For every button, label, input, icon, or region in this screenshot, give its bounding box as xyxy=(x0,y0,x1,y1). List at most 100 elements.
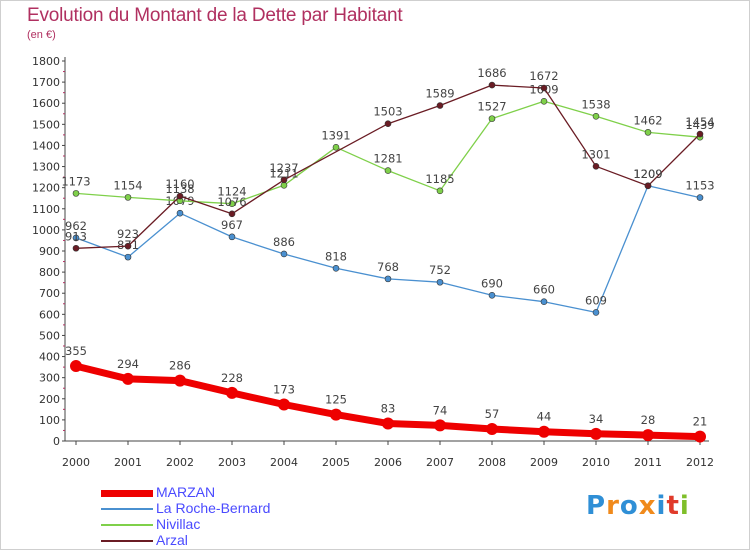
data-point xyxy=(174,374,186,387)
data-label: 923 xyxy=(117,227,139,241)
x-tick-label: 2002 xyxy=(166,456,194,469)
data-label: 355 xyxy=(65,344,87,358)
data-point xyxy=(592,309,600,316)
data-point xyxy=(228,200,236,208)
data-point xyxy=(70,360,82,373)
data-label: 818 xyxy=(325,249,347,263)
data-point xyxy=(540,84,548,92)
data-label: 1462 xyxy=(633,113,662,127)
data-point xyxy=(332,144,340,151)
data-point xyxy=(382,417,394,430)
data-point xyxy=(488,81,496,89)
x-tick-label: 2000 xyxy=(62,456,90,469)
x-tick-label: 2008 xyxy=(478,456,506,469)
y-tick-label: 1800 xyxy=(32,55,60,68)
data-label: 1138 xyxy=(165,182,194,196)
x-tick-label: 2006 xyxy=(374,456,402,469)
data-label: 57 xyxy=(485,407,500,421)
data-label: 1589 xyxy=(425,87,454,101)
data-point xyxy=(540,298,548,305)
data-point xyxy=(280,176,288,184)
data-point xyxy=(540,98,548,105)
y-tick-label: 200 xyxy=(39,393,60,406)
data-label: 962 xyxy=(65,219,87,233)
x-tick-label: 2009 xyxy=(530,456,558,469)
x-tick-label: 2004 xyxy=(270,456,298,469)
legend-swatch xyxy=(101,540,153,542)
logo-letter: r xyxy=(606,491,620,521)
data-label: 125 xyxy=(325,393,347,407)
y-tick-label: 400 xyxy=(39,351,60,364)
data-label: 1439 xyxy=(685,118,714,132)
data-label: 1173 xyxy=(61,174,90,188)
data-point xyxy=(436,187,444,195)
logo-letter: t xyxy=(666,491,680,521)
data-label: 1076 xyxy=(217,195,246,209)
legend-label: MARZAN xyxy=(156,484,216,500)
data-point xyxy=(72,190,80,197)
data-point xyxy=(330,408,342,421)
y-tick-label: 1600 xyxy=(32,97,60,110)
data-label: 1538 xyxy=(581,97,610,111)
data-label: 768 xyxy=(377,260,399,274)
data-point xyxy=(228,210,236,218)
x-tick-label: 2003 xyxy=(218,456,246,469)
data-label: 28 xyxy=(641,413,656,427)
data-label: 1153 xyxy=(685,179,714,193)
y-tick-label: 0 xyxy=(53,435,60,448)
data-label: 967 xyxy=(221,218,243,232)
data-label: 886 xyxy=(273,235,295,249)
x-tick-label: 2007 xyxy=(426,456,454,469)
data-label: 752 xyxy=(429,263,451,277)
logo-letter: P xyxy=(586,491,607,521)
chart-subtitle: (en €) xyxy=(27,29,56,41)
data-point xyxy=(332,265,340,272)
data-point xyxy=(124,242,132,250)
data-point xyxy=(644,182,652,190)
data-point xyxy=(644,129,652,136)
y-tick-label: 1500 xyxy=(32,118,60,131)
y-tick-label: 1700 xyxy=(32,76,60,89)
data-point xyxy=(384,120,392,127)
data-point xyxy=(488,292,496,299)
data-point xyxy=(486,422,498,435)
logo-letter: i xyxy=(679,491,690,521)
data-point xyxy=(488,115,496,122)
data-label: 1454 xyxy=(685,115,714,129)
data-label: 74 xyxy=(433,403,448,417)
y-tick-label: 900 xyxy=(39,245,60,258)
data-point xyxy=(538,425,550,438)
data-label: 1209 xyxy=(633,167,662,181)
data-point xyxy=(642,429,654,442)
data-label: 1211 xyxy=(269,166,298,180)
data-point xyxy=(436,278,444,286)
chart-title: Evolution du Montant de la Dette par Hab… xyxy=(27,5,403,26)
data-label: 690 xyxy=(481,276,503,290)
data-point xyxy=(436,102,444,109)
data-label: 1154 xyxy=(113,178,142,192)
data-point xyxy=(696,130,704,138)
data-point xyxy=(384,167,392,174)
x-tick-label: 2001 xyxy=(114,456,142,469)
data-point xyxy=(592,113,600,120)
y-tick-label: 600 xyxy=(39,308,60,321)
data-label: 1391 xyxy=(321,128,350,142)
y-tick-label: 1000 xyxy=(32,224,60,237)
data-point xyxy=(72,244,80,252)
legend-label: La Roche-Bernard xyxy=(156,500,271,516)
y-tick-label: 300 xyxy=(39,372,60,385)
legend-swatch xyxy=(101,508,153,510)
legend-swatch xyxy=(101,524,153,526)
data-point xyxy=(696,194,704,201)
y-tick-label: 1300 xyxy=(32,161,60,174)
data-point xyxy=(122,372,134,385)
data-label: 1527 xyxy=(477,100,506,114)
data-label: 1301 xyxy=(581,147,610,161)
data-point xyxy=(72,234,80,242)
data-label: 83 xyxy=(381,401,396,415)
y-tick-label: 100 xyxy=(39,414,60,427)
y-tick-label: 700 xyxy=(39,287,60,300)
data-label: 173 xyxy=(273,382,295,396)
